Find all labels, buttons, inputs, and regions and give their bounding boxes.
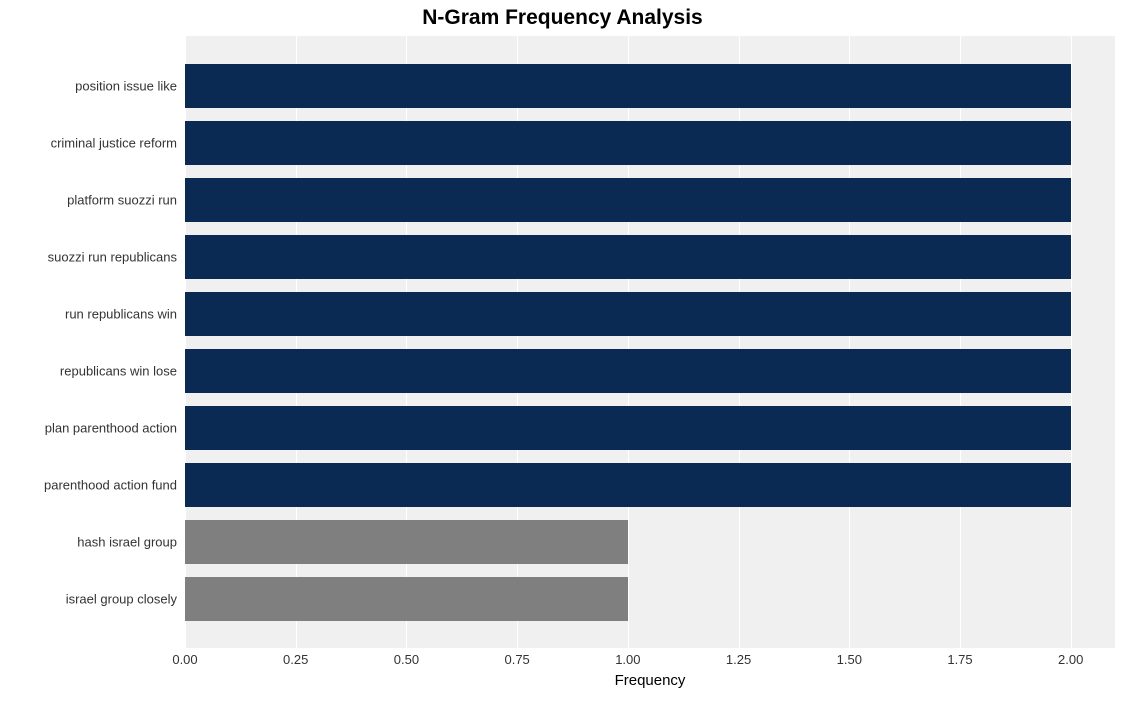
x-tick-label: 0.50 [394,652,419,667]
chart-title: N-Gram Frequency Analysis [0,6,1125,30]
y-tick-label: israel group closely [66,591,177,606]
bar [185,292,1071,336]
y-tick-label: run republicans win [65,306,177,321]
plot-row-band [185,627,1115,648]
x-tick-label: 0.75 [504,652,529,667]
y-tick-label: parenthood action fund [44,477,177,492]
bar [185,178,1071,222]
y-tick-label: hash israel group [77,534,177,549]
x-tick-label: 1.75 [947,652,972,667]
y-tick-label: republicans win lose [60,363,177,378]
x-tick-label: 1.00 [615,652,640,667]
plot-area [185,36,1115,648]
y-tick-label: suozzi run republicans [48,249,177,264]
x-tick-label: 0.00 [172,652,197,667]
bar [185,121,1071,165]
x-tick-label: 0.25 [283,652,308,667]
bar [185,64,1071,108]
bar [185,235,1071,279]
plot-row-band [185,36,1115,57]
x-gridline [1071,36,1072,648]
y-tick-label: position issue like [75,78,177,93]
bar [185,406,1071,450]
x-tick-label: 2.00 [1058,652,1083,667]
y-tick-label: criminal justice reform [51,135,177,150]
bar [185,463,1071,507]
ngram-chart: N-Gram Frequency Analysis Frequency 0.00… [0,0,1125,701]
bar [185,577,628,621]
x-tick-label: 1.50 [837,652,862,667]
bar [185,349,1071,393]
x-tick-label: 1.25 [726,652,751,667]
bar [185,520,628,564]
y-tick-label: plan parenthood action [45,420,177,435]
x-axis-label: Frequency [185,672,1115,689]
y-tick-label: platform suozzi run [67,192,177,207]
